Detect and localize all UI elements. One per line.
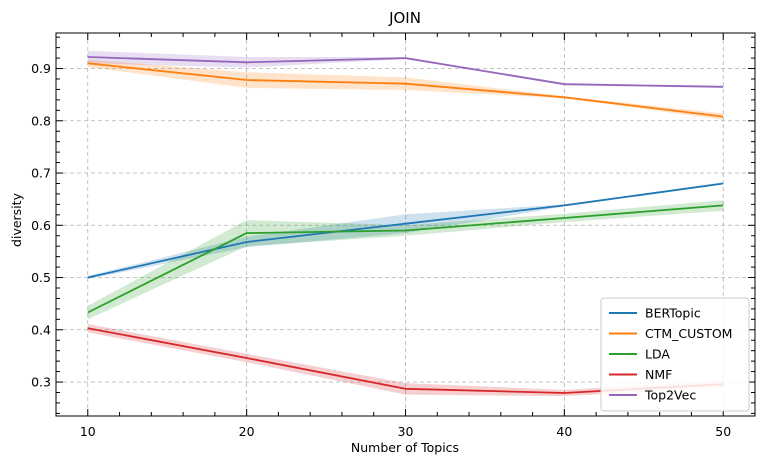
band-lda [87, 200, 724, 320]
line-lda [87, 204, 724, 314]
legend-label: BERTopic [645, 306, 701, 321]
x-tick-label: 30 [398, 424, 414, 439]
legend: BERTopic CTM_CUSTOM LDA NMF Top2Vec [600, 297, 750, 412]
y-tick-label: 0.9 [31, 61, 51, 76]
y-tick-label: 0.5 [31, 270, 51, 285]
line-ctm-custom [87, 62, 724, 118]
band-top2vec [87, 50, 724, 88]
y-tick-label: 0.7 [31, 166, 51, 181]
legend-label: NMF [645, 367, 672, 382]
x-tick-label: 50 [715, 424, 731, 439]
chart-title: JOIN [388, 9, 421, 27]
y-tick-label: 0.8 [31, 113, 51, 128]
x-tick-label: 10 [80, 424, 96, 439]
band-ctm-custom [87, 59, 724, 120]
legend-label: Top2Vec [644, 388, 696, 403]
line-top2vec [87, 56, 724, 88]
y-tick-label: 0.6 [31, 218, 51, 233]
legend-label: CTM_CUSTOM [645, 326, 732, 341]
y-axis-label: diversity [9, 192, 24, 247]
legend-box [600, 297, 750, 412]
legend-label: LDA [645, 347, 670, 362]
axis-ticks: 10 20 30 40 50 0.3 0.4 0.5 0.6 0.7 0.8 0.9 [31, 33, 756, 439]
x-axis-label: Number of Topics [351, 440, 459, 455]
x-tick-label: 40 [556, 424, 572, 439]
y-tick-label: 0.3 [31, 375, 51, 390]
x-tick-label: 20 [239, 424, 255, 439]
y-tick-label: 0.4 [31, 322, 51, 337]
line-bertopic [87, 182, 724, 279]
